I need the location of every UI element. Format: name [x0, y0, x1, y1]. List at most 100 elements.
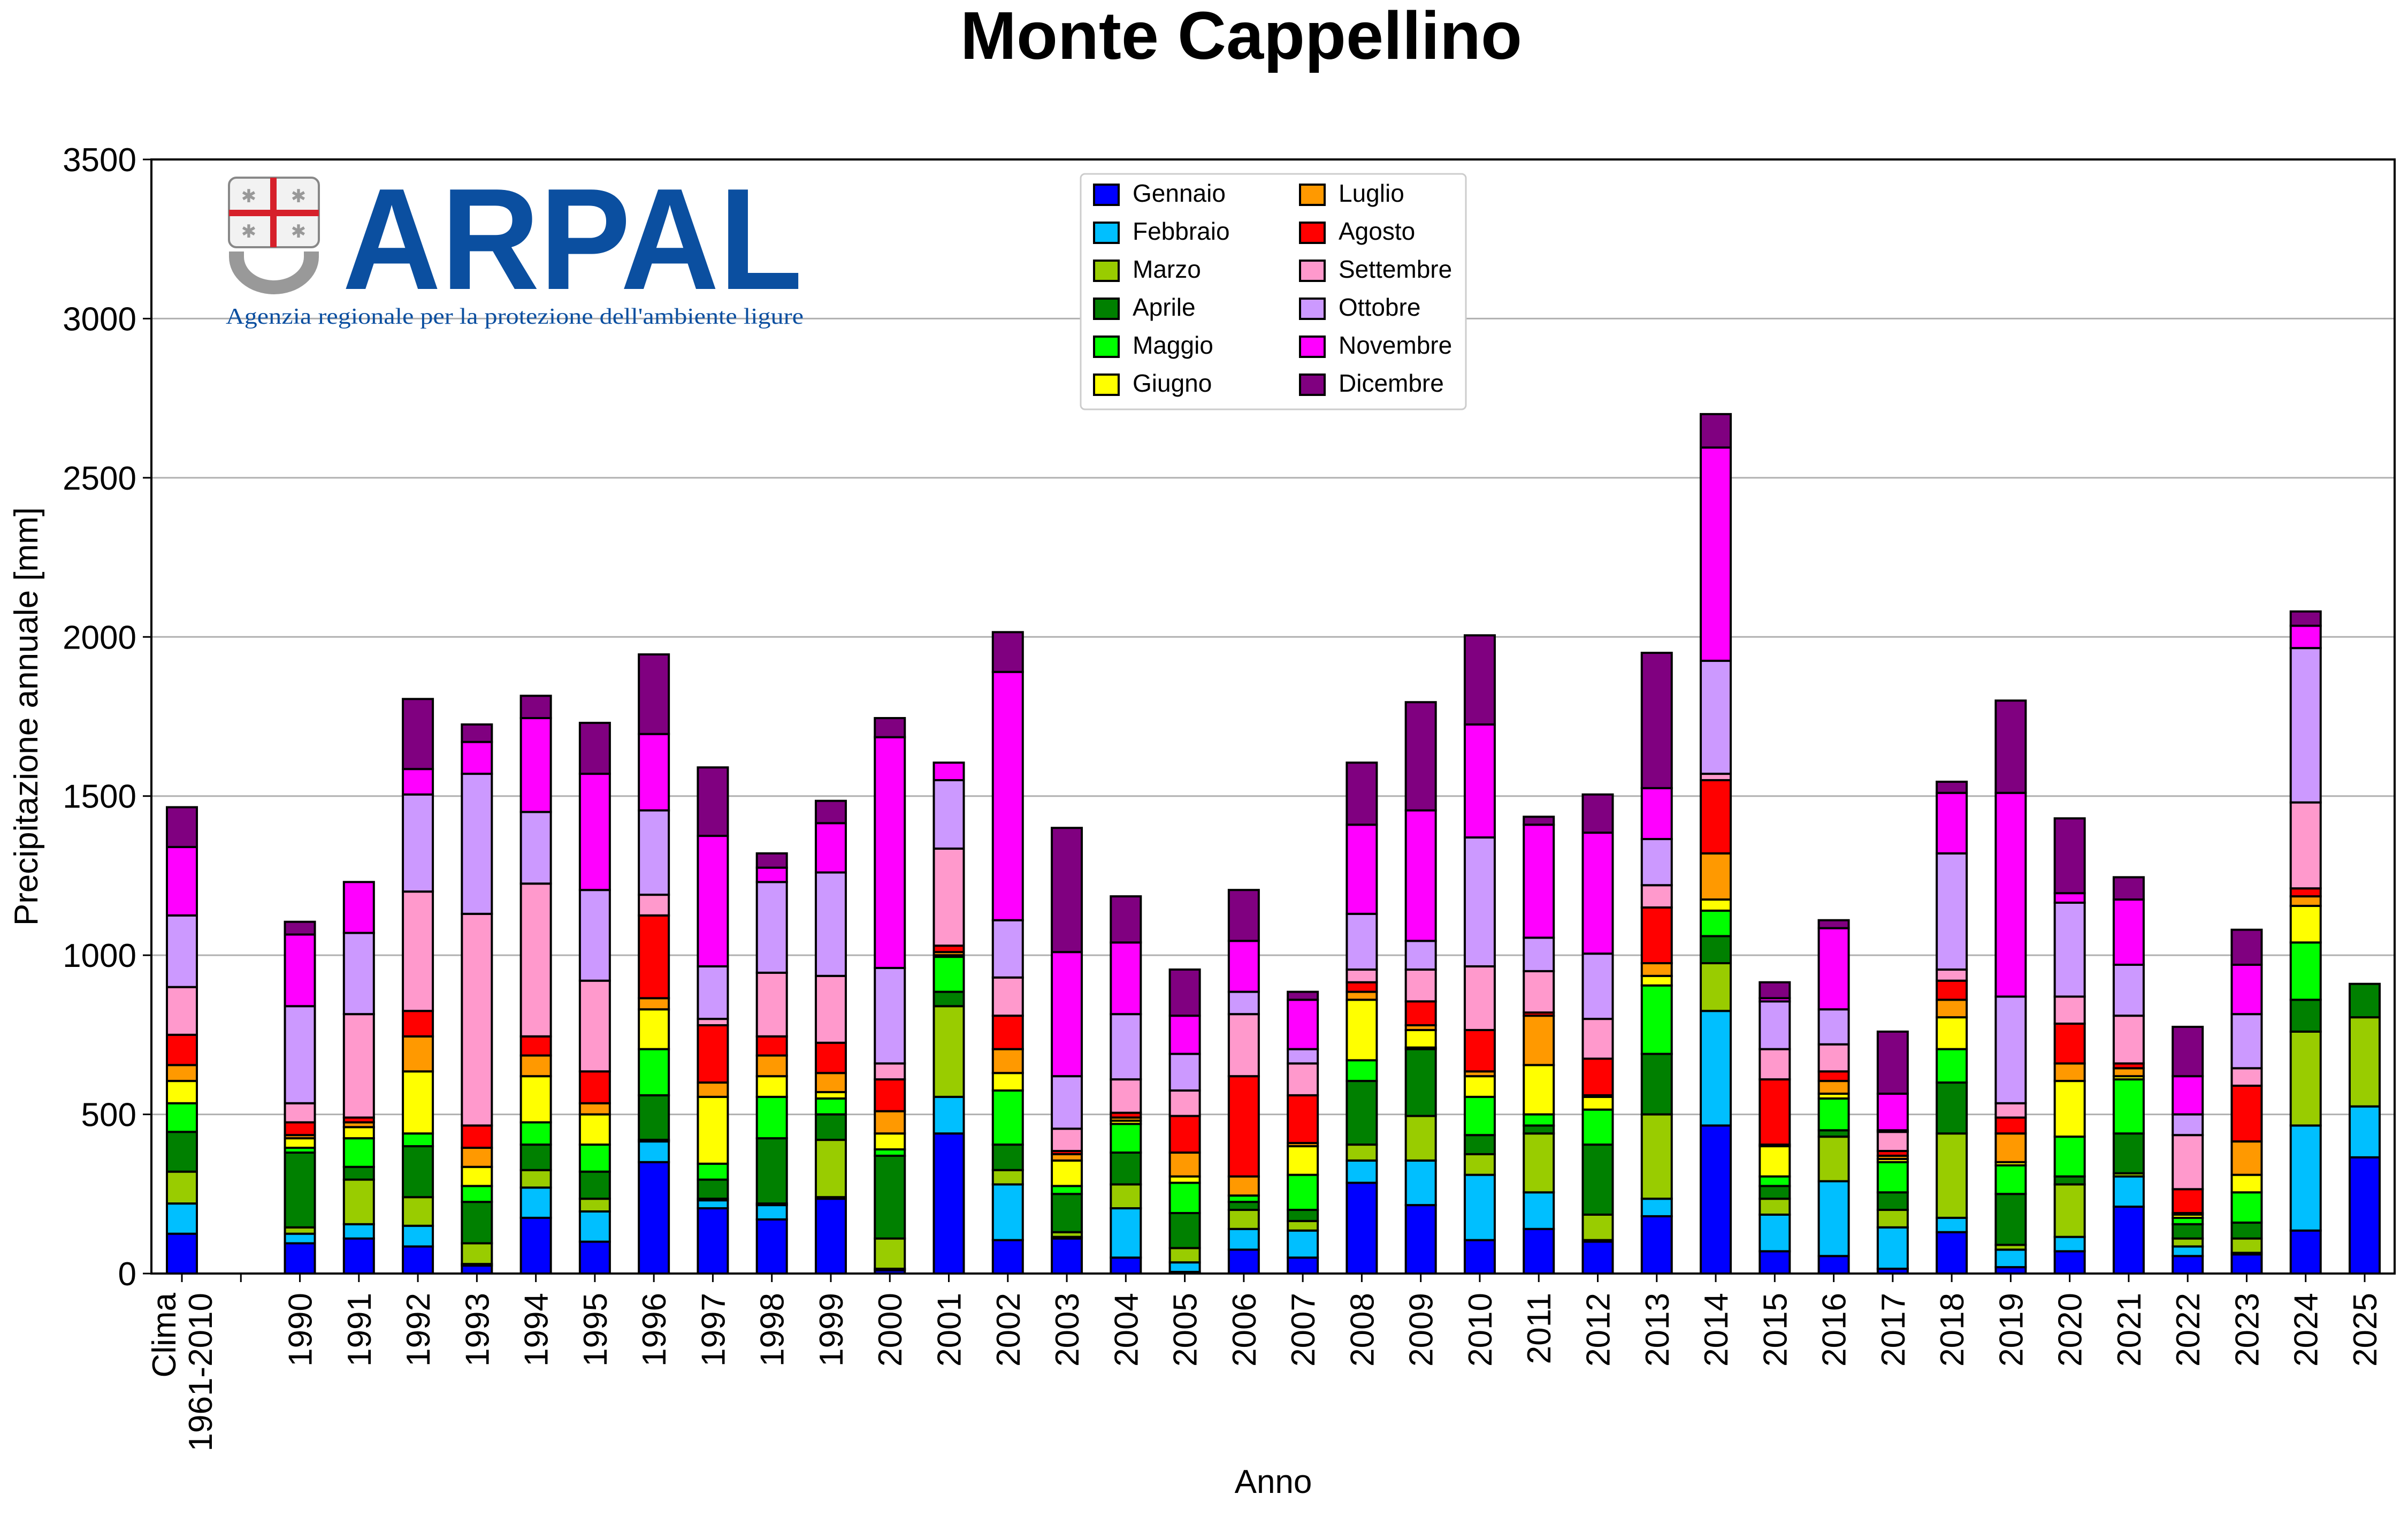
bar-segment-settembre: [1581, 1018, 1614, 1060]
legend-frame: [1080, 173, 1467, 410]
bar-segment-maggio: [638, 1048, 670, 1096]
chart-title: Monte Cappellino: [960, 0, 1522, 73]
bar-segment-novembre: [1227, 940, 1260, 993]
legend-label: Febbraio: [1133, 217, 1230, 245]
bar-segment-giugno: [402, 1070, 434, 1135]
bar-segment-marzo: [1581, 1213, 1614, 1241]
bar-segment-luglio: [2289, 895, 2322, 907]
bar-segment-settembre: [2112, 1015, 2145, 1065]
y-tick-label: 1500: [63, 779, 136, 815]
bar-segment-novembre: [1581, 832, 1614, 955]
bar-segment-giugno: [2053, 1080, 2086, 1138]
bar-segment-giugno: [578, 1113, 611, 1146]
bar-segment-maggio: [1994, 1164, 2027, 1195]
bar-segment-novembre: [1110, 941, 1142, 1016]
bar-segment-aprile: [2053, 1175, 2086, 1186]
bar-segment-gennaio: [1110, 1256, 1142, 1275]
bar-segment-novembre: [1523, 824, 1555, 939]
bar-segment-febbraio: [2172, 1245, 2204, 1257]
bar-segment-agosto: [1287, 1094, 1319, 1145]
svg-text:✱: ✱: [241, 221, 257, 242]
bar-segment-febbraio: [342, 1223, 375, 1240]
legend-label: Maggio: [1133, 331, 1213, 359]
bar-segment-maggio: [814, 1097, 847, 1116]
bar-segment-giugno: [1287, 1145, 1319, 1176]
bar-segment-agosto: [166, 1033, 198, 1066]
bar-segment-febbraio: [932, 1095, 965, 1135]
x-tick-label: 2020: [2052, 1293, 2089, 1367]
bar-segment-agosto: [1463, 1028, 1496, 1073]
x-tick-label: 1993: [459, 1293, 496, 1367]
bar-segment-ottobre: [2230, 1013, 2263, 1070]
bar-segment-dicembre: [1523, 815, 1555, 826]
bar-stack: [2289, 610, 2322, 1275]
bar-stack: [402, 698, 434, 1275]
x-tick-label: 2003: [1049, 1293, 1086, 1367]
bar-segment-agosto: [1346, 981, 1378, 993]
bar-segment-aprile: [284, 1151, 316, 1229]
bar-segment-giugno: [1581, 1095, 1614, 1111]
y-tick-label: 0: [118, 1256, 136, 1293]
bar-segment-dicembre: [578, 721, 611, 775]
bar-segment-dicembre: [991, 631, 1024, 673]
bar-segment-febbraio: [1110, 1207, 1142, 1259]
bar-segment-marzo: [166, 1170, 198, 1205]
bar-segment-giugno: [2289, 904, 2322, 944]
bar-stack: [638, 653, 670, 1275]
bar-segment-giugno: [342, 1126, 375, 1140]
bar-segment-aprile: [1759, 1185, 1791, 1200]
bar-segment-gennaio: [342, 1237, 375, 1275]
bar-segment-febbraio: [1876, 1226, 1909, 1270]
bar-segment-maggio: [2289, 941, 2322, 1001]
bar-segment-maggio: [1523, 1113, 1555, 1127]
legend-swatch: [1093, 336, 1120, 358]
x-tick-label: 1998: [754, 1293, 791, 1367]
bar-segment-agosto: [1994, 1116, 2027, 1135]
bar-segment-ottobre: [932, 779, 965, 850]
legend-label: Dicembre: [1339, 369, 1444, 397]
bar-segment-ottobre: [755, 881, 788, 974]
bar-segment-maggio: [1817, 1097, 1850, 1132]
x-tick-label: 2024: [2288, 1293, 2325, 1367]
bar-segment-agosto: [814, 1041, 847, 1074]
bar-segment-dicembre: [1346, 761, 1378, 826]
bar-segment-giugno: [519, 1075, 552, 1124]
bar-segment-gennaio: [519, 1216, 552, 1275]
bar-segment-dicembre: [1700, 413, 1732, 449]
bar-segment-marzo: [1523, 1132, 1555, 1194]
x-tick-label: 2025: [2347, 1293, 2384, 1367]
bar-segment-novembre: [1994, 791, 2027, 998]
bar-segment-ottobre: [1994, 995, 2027, 1104]
bar-segment-aprile: [991, 1144, 1024, 1171]
bar-segment-marzo: [1287, 1219, 1319, 1232]
x-tick-label: 2013: [1639, 1293, 1676, 1367]
legend-swatch: [1093, 373, 1120, 396]
bar-segment-agosto: [519, 1035, 552, 1057]
bar-segment-giugno: [1523, 1064, 1555, 1116]
bar-segment-febbraio: [284, 1232, 316, 1245]
bar-segment-febbraio: [697, 1199, 729, 1210]
bar-segment-aprile: [1110, 1151, 1142, 1186]
bar-stacks: [166, 413, 2381, 1275]
bar-segment-giugno: [697, 1095, 729, 1165]
bar-segment-marzo: [1168, 1247, 1201, 1264]
bar-stack: [932, 761, 965, 1275]
bar-segment-febbraio: [1936, 1216, 1968, 1233]
bar-segment-settembre: [1346, 968, 1378, 984]
bar-segment-novembre: [638, 733, 670, 812]
bar-segment-agosto: [2053, 1023, 2086, 1065]
bar-segment-gennaio: [638, 1161, 670, 1275]
bar-segment-dicembre: [1463, 634, 1496, 726]
legend-swatch: [1299, 373, 1326, 396]
bar-segment-marzo: [1404, 1115, 1437, 1162]
bar-segment-gennaio: [1287, 1256, 1319, 1275]
bar-segment-dicembre: [1759, 981, 1791, 1000]
y-tick-label: 1000: [63, 937, 136, 974]
bar-segment-dicembre: [874, 716, 906, 738]
legend-label: Ottobre: [1339, 293, 1420, 321]
bar-segment-luglio: [697, 1081, 729, 1098]
bar-segment-gennaio: [1346, 1181, 1378, 1275]
bar-segment-gennaio: [1463, 1239, 1496, 1275]
bar-segment-maggio: [1759, 1175, 1791, 1187]
bar-stack: [461, 723, 493, 1275]
